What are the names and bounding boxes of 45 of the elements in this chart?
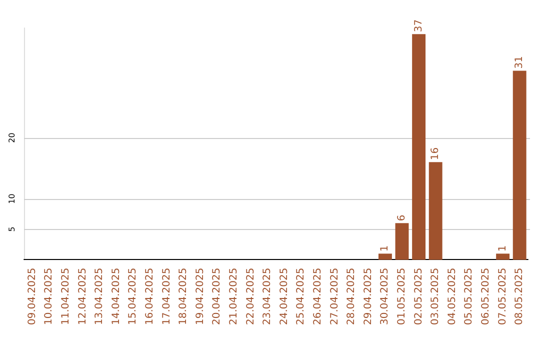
x-tick-label: 28.04.2025 xyxy=(346,268,358,326)
bar xyxy=(428,162,442,260)
x-tick-label: 11.04.2025 xyxy=(60,268,72,326)
x-tick-label: 06.05.2025 xyxy=(480,268,492,326)
x-tick-label: 02.05.2025 xyxy=(413,268,424,326)
data-label: 1 xyxy=(380,245,391,252)
x-tick-label: 22.04.2025 xyxy=(245,268,256,326)
x-tick-label: 13.04.2025 xyxy=(94,268,106,326)
bar xyxy=(496,254,510,260)
y-tick-label: 5 xyxy=(8,226,16,232)
x-tick-label: 17.04.2025 xyxy=(161,268,172,326)
x-tick-label: 30.04.2025 xyxy=(380,268,391,326)
x-tick-label: 25.04.2025 xyxy=(296,268,307,326)
data-label: 31 xyxy=(514,56,526,69)
x-tick-label: 15.04.2025 xyxy=(128,268,139,326)
x-tick-label: 07.05.2025 xyxy=(497,268,508,326)
x-tick-label: 03.05.2025 xyxy=(430,268,442,326)
x-tick-label: 14.04.2025 xyxy=(110,268,122,326)
x-tick-label: 09.04.2025 xyxy=(26,268,38,326)
x-tick-label: 26.04.2025 xyxy=(312,268,324,326)
x-tick-label: 18.04.2025 xyxy=(178,268,190,326)
x-tick-label: 01.05.2025 xyxy=(396,268,408,326)
x-tick-label: 19.04.2025 xyxy=(194,268,206,326)
x-tick-label: 16.04.2025 xyxy=(144,268,156,326)
x-tick-label: 21.04.2025 xyxy=(228,268,240,326)
x-tick-label: 04.05.2025 xyxy=(446,268,458,326)
x-tick-label: 12.04.2025 xyxy=(77,268,88,326)
y-tick-label: 10 xyxy=(8,194,16,204)
x-tick-label: 10.04.2025 xyxy=(44,268,55,326)
bar xyxy=(395,223,409,260)
x-tick-label: 05.05.2025 xyxy=(464,268,475,326)
bar xyxy=(412,34,426,260)
y-tick-label: 20 xyxy=(8,132,16,143)
data-label: 37 xyxy=(413,19,424,32)
x-tick-label: 27.04.2025 xyxy=(329,268,340,326)
x-tick-label: 08.05.2025 xyxy=(514,268,526,326)
x-tick-label: 20.04.2025 xyxy=(212,268,223,326)
data-label: 1 xyxy=(497,245,508,252)
x-tick-label: 23.04.2025 xyxy=(262,268,274,326)
data-label: 16 xyxy=(430,147,442,160)
data-label: 6 xyxy=(396,214,408,222)
x-tick-label: 29.04.2025 xyxy=(362,268,374,326)
x-tick-label: 24.04.2025 xyxy=(278,268,290,326)
bar xyxy=(378,254,392,260)
bar xyxy=(512,70,526,260)
